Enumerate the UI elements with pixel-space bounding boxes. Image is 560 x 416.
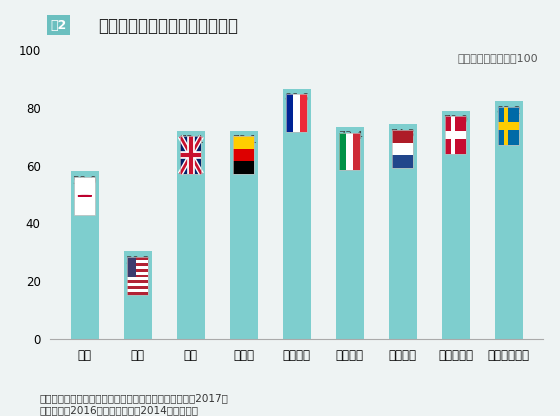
Text: 74.3: 74.3 [390,129,416,139]
Text: 72.1: 72.1 [232,135,256,145]
Text: 73.4: 73.4 [338,131,362,141]
Bar [233,136,254,149]
Text: 58.0: 58.0 [73,176,97,186]
Bar [451,116,455,154]
Bar [71,171,99,339]
Bar [127,277,148,280]
Bar [300,94,307,132]
Bar [127,257,148,295]
Bar [293,94,300,132]
Bar [233,161,254,174]
Bar [353,133,361,170]
Bar [336,127,363,339]
Bar [286,94,293,132]
Text: 日米英は2016年、それ以外は2014年のデータ: 日米英は2016年、それ以外は2014年のデータ [39,406,198,416]
Bar [286,94,307,132]
Bar [445,131,466,139]
Bar [339,133,346,170]
Bar [339,133,361,170]
Bar [127,283,148,286]
Bar [503,107,508,145]
Bar [233,149,254,161]
Bar [498,107,519,145]
Bar [442,111,469,339]
Bar [389,124,417,339]
Text: 82.2: 82.2 [497,106,521,116]
Bar [127,260,148,263]
Bar [180,136,202,174]
Bar [498,107,519,145]
Text: 86.6: 86.6 [284,93,309,103]
Text: フルタイム労働者＝100: フルタイム労働者＝100 [458,53,538,63]
Bar [445,116,466,154]
Bar [392,155,413,168]
Text: パートタイム労働者の賃金水準: パートタイム労働者の賃金水準 [98,17,238,35]
Text: 図2: 図2 [50,19,67,32]
Bar [392,143,413,155]
Text: 79.0: 79.0 [444,115,469,125]
Bar [124,251,152,339]
Bar [392,130,413,143]
Text: （出典）労働政策研究・研修機構「データブック国際比2017」: （出典）労働政策研究・研修機構「データブック国際比2017」 [39,393,228,403]
Bar [127,272,148,275]
Bar [283,89,311,339]
Bar [127,289,148,292]
Bar [127,257,136,277]
Bar [346,133,353,170]
Bar [233,136,254,174]
Text: 30.3: 30.3 [125,256,150,266]
Bar [127,266,148,269]
Bar [127,257,148,295]
Bar [392,130,413,168]
Bar [177,131,204,339]
Bar [74,177,95,215]
Bar [180,136,202,174]
Bar [230,131,258,339]
Bar [498,122,519,130]
Text: 72.1: 72.1 [179,135,203,145]
Bar [445,116,466,154]
Bar [495,102,522,339]
